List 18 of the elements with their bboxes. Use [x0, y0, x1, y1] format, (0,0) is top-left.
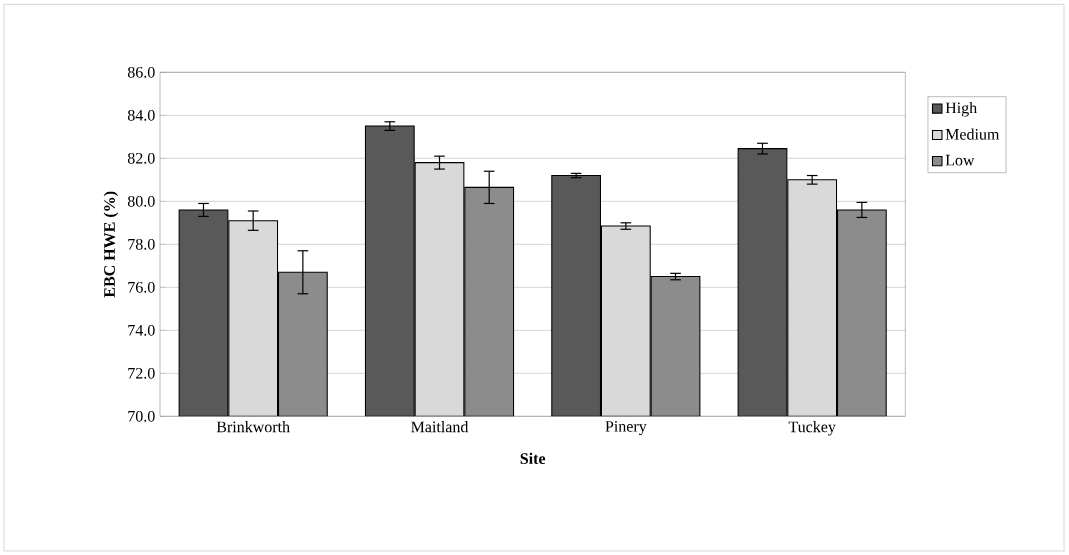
- x-tick-label: Tuckey: [788, 421, 836, 436]
- x-tick-label: Pinery: [605, 421, 647, 436]
- y-tick-label: 84.0: [127, 109, 155, 121]
- y-tick-label: 74.0: [128, 324, 155, 336]
- y-tick-label: 78.0: [128, 238, 155, 250]
- y-axis-title: EBC HWE (%): [103, 191, 119, 298]
- legend-label: Medium: [945, 128, 1000, 140]
- y-tick-label: 80.0: [127, 195, 155, 207]
- y-tick-label: 72.0: [128, 367, 155, 379]
- x-tick-label: Brinkworth: [216, 421, 290, 433]
- legend-label: Low: [945, 154, 975, 166]
- x-tick-label: Maitland: [411, 421, 469, 433]
- y-tick-label: 82.0: [127, 152, 155, 164]
- x-axis-title: Site: [520, 452, 546, 464]
- y-tick-label: 86.0: [127, 66, 155, 78]
- y-tick-label: 76.0: [128, 281, 155, 293]
- y-tick-label: 70.0: [128, 410, 155, 422]
- legend-label: High: [945, 102, 977, 117]
